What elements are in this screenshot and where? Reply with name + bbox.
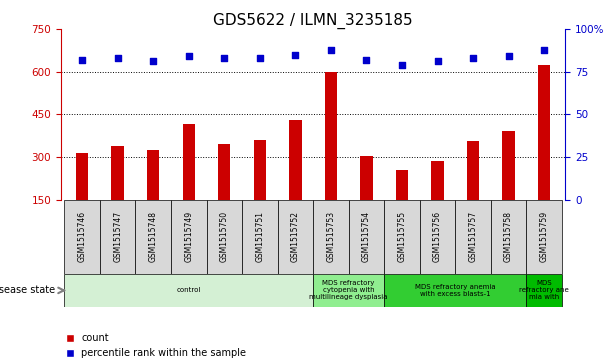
Bar <box>420 200 455 274</box>
Bar <box>431 161 444 200</box>
Point <box>326 46 336 52</box>
Bar <box>171 200 207 274</box>
Text: control: control <box>176 287 201 293</box>
Bar <box>538 65 550 200</box>
Bar <box>64 200 100 274</box>
Bar <box>348 200 384 274</box>
Bar <box>289 120 302 200</box>
Bar <box>384 274 527 307</box>
Point <box>362 57 371 63</box>
Text: MDS refractory anemia
with excess blasts-1: MDS refractory anemia with excess blasts… <box>415 284 496 297</box>
Bar <box>76 153 88 200</box>
Bar <box>527 274 562 307</box>
Bar <box>455 200 491 274</box>
Text: GSM1515755: GSM1515755 <box>398 211 407 262</box>
Text: GSM1515747: GSM1515747 <box>113 211 122 262</box>
Point <box>397 62 407 68</box>
Point <box>184 53 193 59</box>
Text: GSM1515748: GSM1515748 <box>149 211 157 262</box>
Bar <box>218 144 230 200</box>
Text: GSM1515759: GSM1515759 <box>540 211 548 262</box>
Legend: count, percentile rank within the sample: count, percentile rank within the sample <box>66 333 246 358</box>
Point <box>291 52 300 57</box>
Text: GSM1515754: GSM1515754 <box>362 211 371 262</box>
Bar <box>502 131 515 200</box>
Text: GSM1515753: GSM1515753 <box>326 211 336 262</box>
Bar <box>207 200 242 274</box>
Point <box>148 58 158 64</box>
Bar <box>136 200 171 274</box>
Bar <box>100 200 136 274</box>
Bar <box>111 146 124 200</box>
Text: GSM1515758: GSM1515758 <box>504 211 513 262</box>
Point <box>255 55 264 61</box>
Bar <box>278 200 313 274</box>
Point <box>219 55 229 61</box>
Bar <box>254 140 266 200</box>
Bar <box>242 200 278 274</box>
Bar <box>325 72 337 200</box>
Text: disease state: disease state <box>0 285 55 295</box>
Text: MDS refractory
cytopenia with
multilineage dysplasia: MDS refractory cytopenia with multilinea… <box>309 280 388 301</box>
Bar <box>491 200 527 274</box>
Bar <box>313 200 348 274</box>
Bar <box>182 124 195 200</box>
Point <box>113 55 123 61</box>
Text: GSM1515750: GSM1515750 <box>219 211 229 262</box>
Bar <box>396 170 408 200</box>
Text: MDS
refractory ane
mia with: MDS refractory ane mia with <box>519 280 569 301</box>
Bar <box>467 141 479 200</box>
Bar <box>64 274 313 307</box>
Text: GSM1515752: GSM1515752 <box>291 211 300 262</box>
Title: GDS5622 / ILMN_3235185: GDS5622 / ILMN_3235185 <box>213 13 413 29</box>
Text: GSM1515746: GSM1515746 <box>78 211 86 262</box>
Bar <box>384 200 420 274</box>
Bar <box>527 200 562 274</box>
Point <box>539 46 549 52</box>
Bar <box>313 274 384 307</box>
Point <box>468 55 478 61</box>
Point <box>503 53 513 59</box>
Text: GSM1515757: GSM1515757 <box>469 211 477 262</box>
Point <box>77 57 87 63</box>
Bar <box>360 156 373 200</box>
Text: GSM1515756: GSM1515756 <box>433 211 442 262</box>
Text: GSM1515749: GSM1515749 <box>184 211 193 262</box>
Text: GSM1515751: GSM1515751 <box>255 211 264 262</box>
Bar <box>147 150 159 200</box>
Point <box>433 58 443 64</box>
